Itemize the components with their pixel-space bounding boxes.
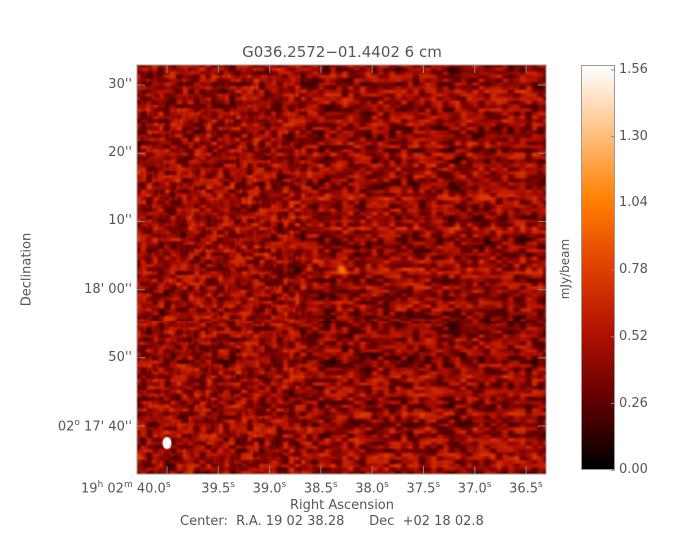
colorbar-tick-label: 0.52 xyxy=(619,328,648,344)
x-tick-label: 19h 02m 40.0s xyxy=(81,480,171,497)
colorbar-tick-label: 1.04 xyxy=(619,195,648,211)
y-tick-label: 50'' xyxy=(108,349,132,365)
radio-map-image xyxy=(137,65,546,474)
colorbar-tick-label: 0.26 xyxy=(619,395,648,411)
colorbar-tick-label: 1.30 xyxy=(619,128,648,144)
x-tick-label: 39.5s xyxy=(201,480,235,497)
plot-border xyxy=(136,64,547,475)
colorbar-tick-label: 1.56 xyxy=(619,62,648,77)
y-tick-label: 02o 17' 40'' xyxy=(57,418,132,435)
colorbar xyxy=(581,65,615,470)
x-tick-label: 39.0s xyxy=(252,480,287,497)
x-tick-label: 38.0s xyxy=(355,480,389,497)
y-tick-label: 18' 00'' xyxy=(84,281,132,297)
y-axis-label: Declination xyxy=(19,232,35,307)
x-tick-label: 37.5s xyxy=(406,480,441,497)
x-tick-label: 37.0s xyxy=(457,480,492,497)
colorbar-tick-label: 0.00 xyxy=(619,462,648,478)
y-tick-label: 30'' xyxy=(108,77,132,92)
center-coordinates: Center: R.A. 19 02 38.28 Dec +02 18 02.8 xyxy=(180,514,484,529)
y-tick-label: 10'' xyxy=(108,213,132,229)
colorbar-label: mJy/beam xyxy=(558,238,573,300)
y-tick-label: 20'' xyxy=(108,145,132,161)
x-axis-label: Right Ascension xyxy=(290,498,394,513)
x-tick-label: 36.5s xyxy=(509,480,543,497)
colorbar-tick-label: 0.78 xyxy=(619,262,648,278)
x-tick-label: 38.5s xyxy=(303,480,338,497)
chart-title: G036.2572−01.4402 6 cm xyxy=(242,43,442,61)
